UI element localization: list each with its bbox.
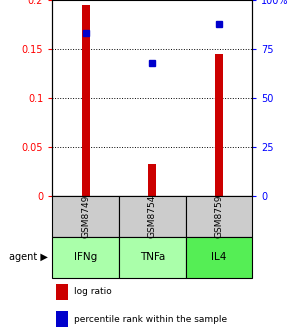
Bar — [56, 311, 68, 327]
Bar — [186, 237, 252, 278]
Text: TNFa: TNFa — [139, 252, 165, 262]
Bar — [119, 196, 186, 237]
Text: GSM8759: GSM8759 — [214, 195, 224, 238]
Text: GSM8749: GSM8749 — [81, 195, 90, 238]
Bar — [215, 54, 223, 196]
Text: IFNg: IFNg — [74, 252, 97, 262]
Bar — [186, 196, 252, 237]
Text: agent ▶: agent ▶ — [9, 252, 48, 262]
Bar — [52, 237, 119, 278]
Bar — [119, 237, 186, 278]
Bar — [148, 164, 156, 196]
Text: percentile rank within the sample: percentile rank within the sample — [74, 315, 227, 324]
Text: GSM8754: GSM8754 — [148, 195, 157, 238]
Text: log ratio: log ratio — [74, 287, 112, 296]
Bar — [52, 196, 119, 237]
Bar — [56, 284, 68, 300]
Bar — [81, 5, 90, 196]
Text: IL4: IL4 — [211, 252, 227, 262]
